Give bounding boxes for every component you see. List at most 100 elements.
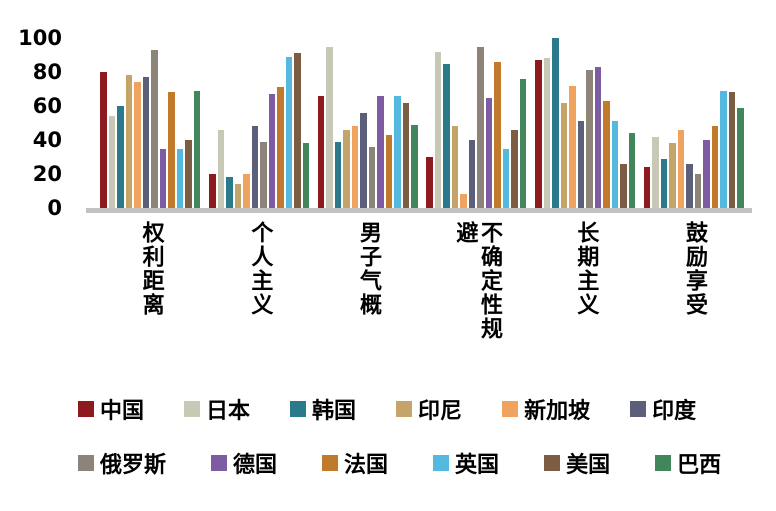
legend-item: 美国	[544, 447, 610, 479]
bar	[117, 106, 124, 208]
bar	[377, 95, 384, 208]
legend-label: 印尼	[418, 399, 463, 424]
bar	[100, 72, 107, 208]
x-category-label: 权利距离	[138, 221, 164, 317]
y-tick-label: 100	[18, 26, 62, 50]
bar	[669, 143, 676, 208]
x-label-cell: 鼓励享受	[639, 221, 748, 343]
bar	[334, 141, 342, 208]
x-category-label: 长期主义	[573, 221, 599, 317]
bar	[511, 129, 518, 208]
bar	[351, 126, 359, 208]
legend-item: 新加坡	[502, 393, 590, 425]
legend-swatch	[211, 455, 228, 471]
bar	[577, 121, 585, 208]
legend-item: 德国	[211, 447, 277, 479]
bar	[443, 63, 450, 208]
bar-group	[313, 38, 422, 208]
y-tick-label: 20	[32, 162, 62, 186]
legend-label: 中国	[100, 399, 145, 424]
legend-swatch	[78, 401, 94, 417]
x-label-cell: 男子气概	[313, 221, 422, 343]
x-label-cell: 个人主义	[205, 221, 314, 343]
bar	[411, 124, 418, 208]
bar-group	[639, 38, 748, 208]
bar-group	[96, 38, 205, 208]
bar	[285, 56, 292, 208]
bar	[151, 49, 158, 208]
legend-row-1: 中国 日本 韩国 印尼 新加坡 印度	[78, 393, 696, 425]
x-axis-labels: 权利距离 个人主义 男子气概 不确定性规避 长期主义 鼓励享受	[96, 221, 748, 343]
legend-label: 法国	[344, 453, 389, 478]
bar	[686, 163, 693, 208]
legend-swatch	[630, 401, 647, 417]
bar	[586, 70, 593, 208]
bar	[628, 133, 636, 208]
bar	[502, 148, 510, 208]
x-axis-line	[86, 208, 752, 213]
bar	[603, 100, 610, 208]
bar	[485, 97, 493, 208]
bar	[142, 77, 150, 208]
bar	[677, 129, 685, 208]
legend-item: 中国	[78, 393, 144, 425]
bar	[620, 163, 627, 208]
bar	[302, 143, 309, 208]
bar	[185, 140, 192, 208]
y-tick-label: 40	[32, 128, 62, 152]
bar	[360, 112, 367, 208]
bar	[460, 194, 467, 208]
legend-swatch	[396, 401, 413, 417]
legend-label: 英国	[455, 453, 500, 478]
bar	[368, 146, 376, 208]
bar	[394, 95, 401, 208]
x-category-label: 不确定性规避	[452, 221, 502, 341]
bar	[402, 102, 410, 208]
y-tick-label: 0	[47, 196, 62, 220]
bar	[569, 85, 576, 208]
legend-item: 英国	[433, 447, 499, 479]
legend-swatch	[544, 455, 561, 471]
bar	[317, 95, 325, 208]
bar	[728, 92, 736, 208]
y-axis: 0 20 40 60 80 100	[0, 0, 62, 260]
legend-item: 巴西	[655, 447, 721, 479]
bar	[168, 92, 175, 208]
bar	[108, 116, 116, 208]
y-tick-label: 60	[32, 94, 62, 118]
bar	[226, 177, 233, 208]
y-tick-label: 80	[32, 60, 62, 84]
bar	[434, 51, 442, 208]
bar	[234, 184, 241, 208]
bar	[737, 107, 744, 208]
legend-swatch	[655, 455, 672, 471]
x-category-label: 鼓励享受	[682, 221, 707, 317]
x-label-cell: 权利距离	[96, 221, 205, 343]
bar	[494, 61, 501, 208]
bar	[611, 121, 619, 208]
bar	[552, 38, 559, 208]
legend-swatch	[78, 455, 94, 471]
legend-label: 韩国	[312, 399, 357, 424]
bar	[159, 148, 167, 208]
bar	[426, 157, 433, 208]
bar	[594, 66, 602, 208]
bar	[694, 174, 702, 208]
x-category-label: 个人主义	[247, 221, 273, 317]
bar	[209, 174, 216, 208]
legend-swatch	[322, 455, 339, 471]
bar	[243, 174, 250, 208]
bar-group	[531, 38, 640, 208]
bar	[519, 78, 527, 208]
bar	[468, 140, 476, 208]
legend-row-2: 俄罗斯 德国 法国 英国 美国 巴西	[78, 447, 721, 479]
legend-swatch	[184, 401, 201, 417]
legend-label: 俄罗斯	[100, 453, 167, 478]
x-label-cell: 不确定性规避	[422, 221, 531, 343]
legend-label: 新加坡	[524, 399, 591, 424]
legend-item: 日本	[184, 393, 250, 425]
legend-label: 德国	[233, 453, 278, 478]
bar	[535, 60, 542, 208]
x-label-cell: 长期主义	[531, 221, 640, 343]
